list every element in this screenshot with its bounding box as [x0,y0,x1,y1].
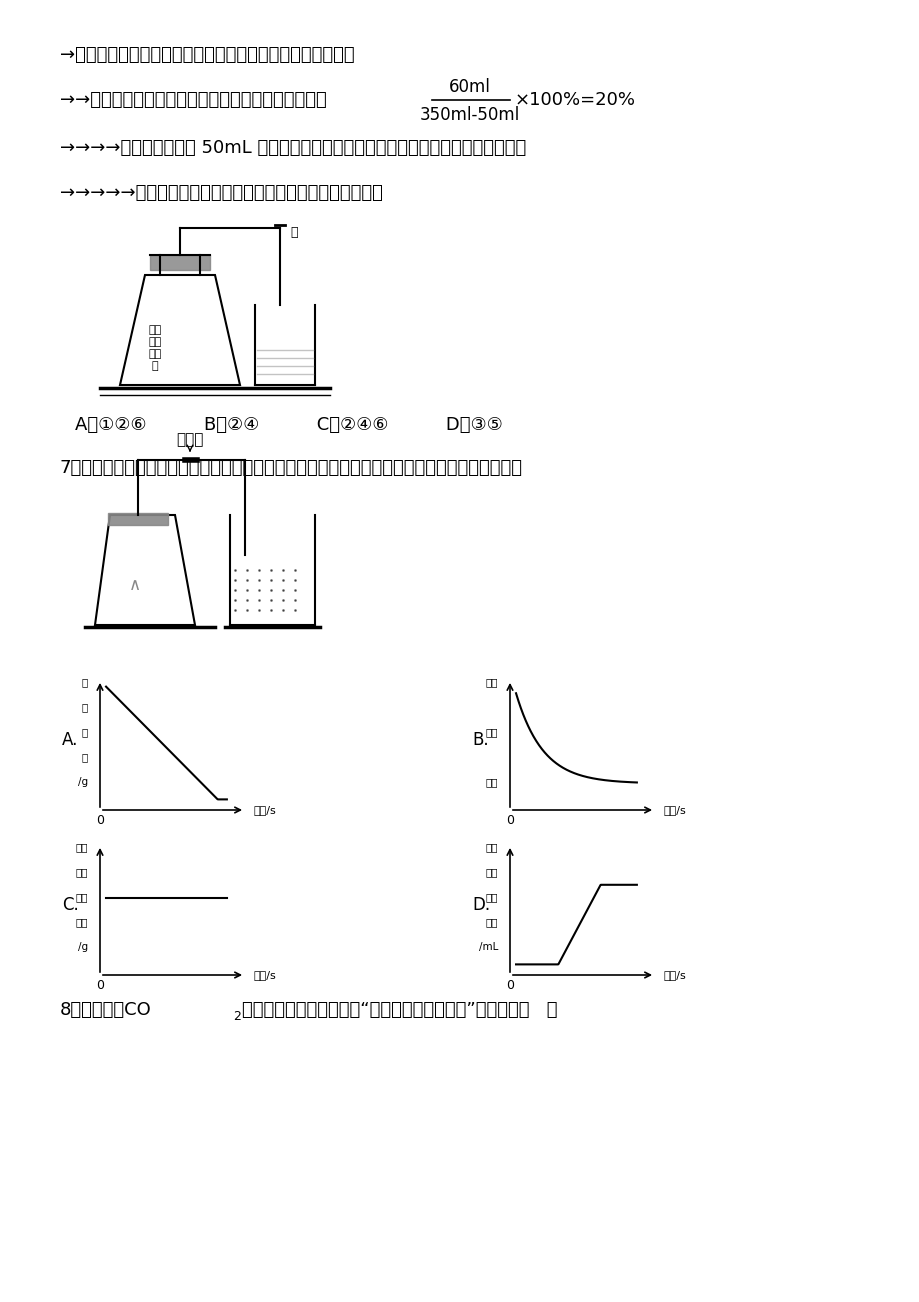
Text: B.: B. [471,730,488,749]
Text: 滴有: 滴有 [148,326,162,335]
Text: 水: 水 [152,361,158,371]
Text: ×100%=20%: ×100%=20% [515,91,635,109]
Text: 8．如图所示CO: 8．如图所示CO [60,1001,152,1019]
Text: A．①②⑥          B．②④          C．②④⑥          D．③⑤: A．①②⑥ B．②④ C．②④⑥ D．③⑤ [75,417,502,434]
Text: 7．如图所示，利用过量红磷进行空气中氧气含量的测定，下列图像能正确反映对应变化关系的是: 7．如图所示，利用过量红磷进行空气中氧气含量的测定，下列图像能正确反映对应变化关… [60,460,522,477]
Text: ∧: ∧ [129,575,141,594]
Text: 0: 0 [505,814,514,827]
Text: 氮气: 氮气 [75,892,88,902]
Bar [108,513,168,525]
Text: 水的: 水的 [148,349,162,359]
Text: 0: 0 [96,814,104,827]
Text: 压强: 压强 [485,777,497,788]
Text: /g: /g [78,943,88,952]
Text: 时间/s: 时间/s [253,970,276,980]
Text: 量: 量 [82,753,88,762]
Text: 2: 2 [233,1010,241,1023]
Text: 体积: 体积 [485,918,497,927]
Text: 水的: 水的 [485,892,497,902]
Text: 红墨: 红墨 [148,337,162,348]
Text: D.: D. [471,896,490,914]
Text: 弹簧夹: 弹簧夹 [176,432,203,448]
Text: 集气: 集气 [75,842,88,853]
Text: 瓶内: 瓶内 [485,867,497,878]
Bar [150,255,210,270]
Text: 集气: 集气 [485,677,497,687]
Text: 水: 水 [289,225,297,238]
Text: →→→→集气瓶中预先装 50mL 滴有红墨水的水起的作用只有吸收燃烧生成的白烟和降温: →→→→集气瓶中预先装 50mL 滴有红墨水的水起的作用只有吸收燃烧生成的白烟和… [60,139,526,158]
Text: /g: /g [78,777,88,788]
Text: 磷: 磷 [82,703,88,712]
Text: 瓶内: 瓶内 [75,867,88,878]
Text: →图中装置没用夹弹簧夹会使瓶内气体邀出，使测定结果偏大: →图中装置没用夹弹簧夹会使瓶内气体邀出，使测定结果偏大 [60,46,354,64]
Text: 350ml-50ml: 350ml-50ml [419,105,519,124]
Text: 时间/s: 时间/s [663,970,686,980]
Text: C.: C. [62,896,79,914]
Text: 0: 0 [505,979,514,992]
Text: 质量: 质量 [75,918,88,927]
Text: 集气: 集气 [485,842,497,853]
Text: /mL: /mL [478,943,497,952]
Text: 红: 红 [82,677,88,687]
Text: 60ml: 60ml [448,78,491,96]
Text: 瓶内: 瓶内 [485,728,497,737]
Text: →→→→→用激光手电照射代替酒精灯点燃的优点之一是更环保: →→→→→用激光手电照射代替酒精灯点燃的优点之一是更环保 [60,184,382,202]
Text: 质: 质 [82,728,88,737]
Text: 时间/s: 时间/s [253,805,276,815]
Text: A.: A. [62,730,78,749]
Text: 时间/s: 时间/s [663,805,686,815]
Text: 0: 0 [96,979,104,992]
Text: →→根据实验结果，计算空气中氧气的体积分数约为：: →→根据实验结果，计算空气中氧气的体积分数约为： [60,91,326,109]
Text: 的制备装置中，不能起到“随开随制，随关随停”效果的是（   ）: 的制备装置中，不能起到“随开随制，随关随停”效果的是（ ） [242,1001,557,1019]
